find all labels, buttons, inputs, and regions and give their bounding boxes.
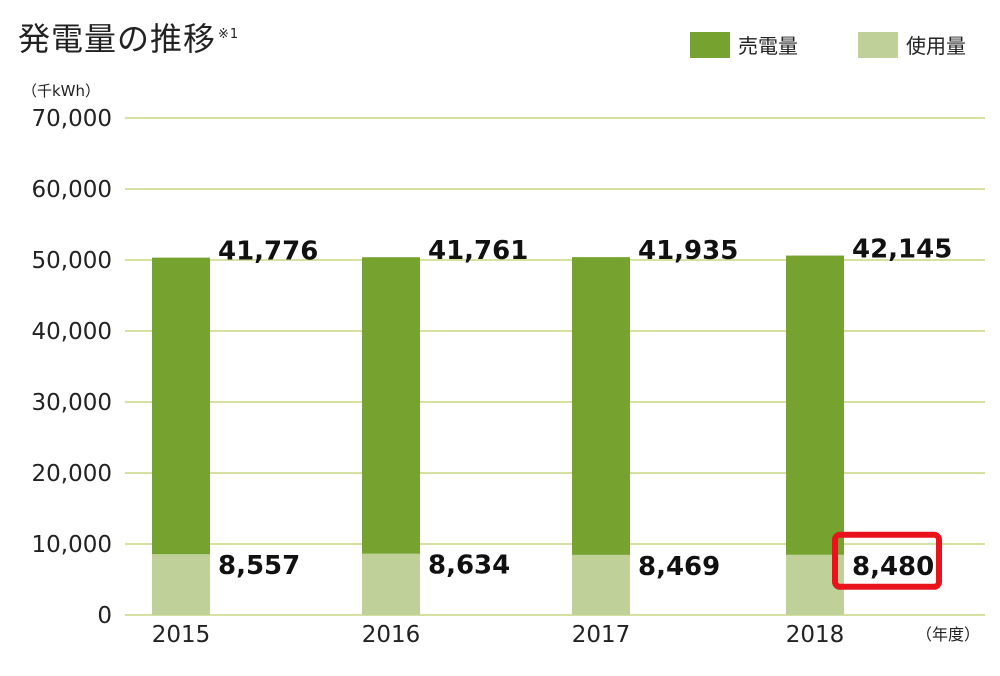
y-tick-label-60000: 60,000 xyxy=(32,177,112,203)
y-tick-label-0: 0 xyxy=(97,603,112,629)
data-label-sold-2016: 41,761 xyxy=(428,236,528,266)
data-label-used-2016: 8,634 xyxy=(428,551,510,581)
legend-item-sold: 売電量 xyxy=(690,30,798,59)
legend-swatch-sold xyxy=(690,31,730,58)
legend-label-used: 使用量 xyxy=(906,34,966,58)
chart-title: 発電量の推移 ※1 xyxy=(18,14,239,60)
legend-item-used: 使用量 xyxy=(858,30,966,59)
y-tick-label-70000: 70,000 xyxy=(32,106,112,132)
x-tick-label-2016: 2016 xyxy=(362,622,421,648)
y-axis-unit: （千kWh） xyxy=(22,82,101,100)
y-tick-label-10000: 10,000 xyxy=(32,532,112,558)
data-label-sold-2015: 41,776 xyxy=(218,237,318,267)
highlight-box-2018 xyxy=(832,531,942,590)
y-tick-label-40000: 40,000 xyxy=(32,319,112,345)
bar-sold-2016 xyxy=(362,257,420,554)
legend-swatch-used xyxy=(858,31,898,58)
y-tick-label-50000: 50,000 xyxy=(32,248,112,274)
data-label-sold-2017: 41,935 xyxy=(638,236,738,266)
bar-used-2015 xyxy=(152,554,210,615)
y-tick-label-20000: 20,000 xyxy=(32,461,112,487)
x-tick-label-2017: 2017 xyxy=(572,622,631,648)
bar-used-2017 xyxy=(572,554,630,615)
x-axis-unit: （年度） xyxy=(916,625,980,644)
bar-sold-2017 xyxy=(572,257,630,555)
data-label-used-2018: 8,480 xyxy=(852,552,934,582)
x-tick-label-2015: 2015 xyxy=(152,622,211,648)
bar-used-2016 xyxy=(362,553,420,615)
legend-label-sold: 売電量 xyxy=(738,34,798,58)
y-tick-label-30000: 30,000 xyxy=(32,390,112,416)
chart-title-text: 発電量の推移 xyxy=(18,20,217,58)
bar-sold-2018 xyxy=(786,255,844,555)
data-label-sold-2018: 42,145 xyxy=(852,235,952,265)
x-tick-label-2018: 2018 xyxy=(786,622,845,648)
data-label-used-2015: 8,557 xyxy=(218,551,300,581)
bar-sold-2015 xyxy=(152,257,210,555)
data-label-used-2017: 8,469 xyxy=(638,552,720,582)
title-footnote: ※1 xyxy=(218,27,240,43)
